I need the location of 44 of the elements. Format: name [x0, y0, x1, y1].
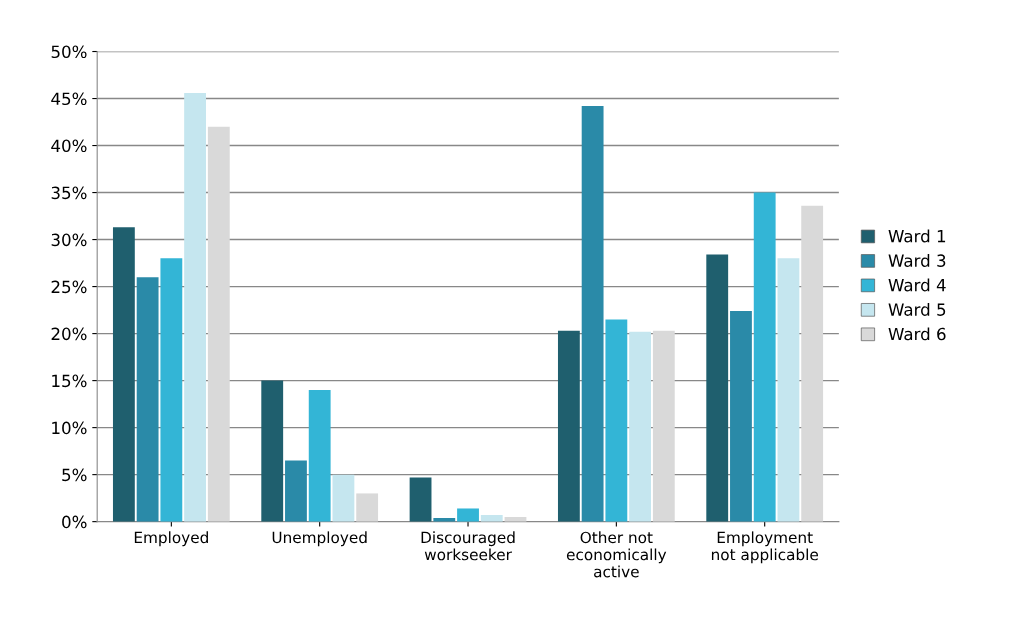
x-tick-label: Unemployed	[272, 531, 367, 547]
bar	[652, 330, 675, 522]
bar	[457, 508, 479, 522]
bar	[753, 192, 776, 522]
y-tick-label: 0%	[62, 515, 87, 529]
bar	[261, 380, 284, 522]
x-tick-label: Discouraged workseeker	[421, 531, 515, 561]
bar	[136, 277, 159, 522]
bar	[409, 477, 432, 522]
legend-label: Ward 5	[888, 302, 946, 316]
bar	[285, 460, 307, 522]
bar	[730, 311, 752, 522]
bar	[160, 258, 183, 522]
y-tick-label: 45%	[51, 92, 87, 106]
bar	[332, 474, 355, 522]
y-tick-label: 5%	[62, 468, 87, 482]
y-tick-label: 25%	[51, 280, 87, 294]
bar	[184, 92, 206, 522]
y-tick-label: 30%	[51, 233, 87, 247]
legend-label: Ward 6	[888, 327, 946, 341]
bar	[629, 331, 652, 522]
y-tick-label: 40%	[51, 139, 87, 153]
bar	[308, 390, 331, 522]
bar	[207, 126, 230, 522]
bar	[801, 205, 824, 522]
bar	[581, 106, 604, 522]
bar	[605, 319, 628, 522]
y-tick-label: 35%	[51, 186, 87, 200]
bar	[480, 515, 503, 522]
x-tick-label: Employed	[134, 531, 208, 547]
legend-label: Ward 4	[888, 278, 946, 292]
bar	[777, 258, 800, 522]
y-tick-label: 20%	[51, 327, 87, 341]
bar	[706, 254, 729, 522]
legend-label: Ward 1	[888, 229, 946, 243]
legend-label: Ward 3	[888, 254, 946, 267]
bar	[112, 227, 135, 522]
x-tick-label: Employment not applicable	[711, 531, 818, 564]
bar	[557, 330, 580, 522]
bar	[356, 493, 379, 522]
y-tick-label: 15%	[52, 374, 87, 388]
y-tick-label: 50%	[51, 45, 87, 59]
x-tick-label: Other not economically active	[566, 531, 667, 578]
y-tick-label: 10%	[52, 421, 87, 435]
